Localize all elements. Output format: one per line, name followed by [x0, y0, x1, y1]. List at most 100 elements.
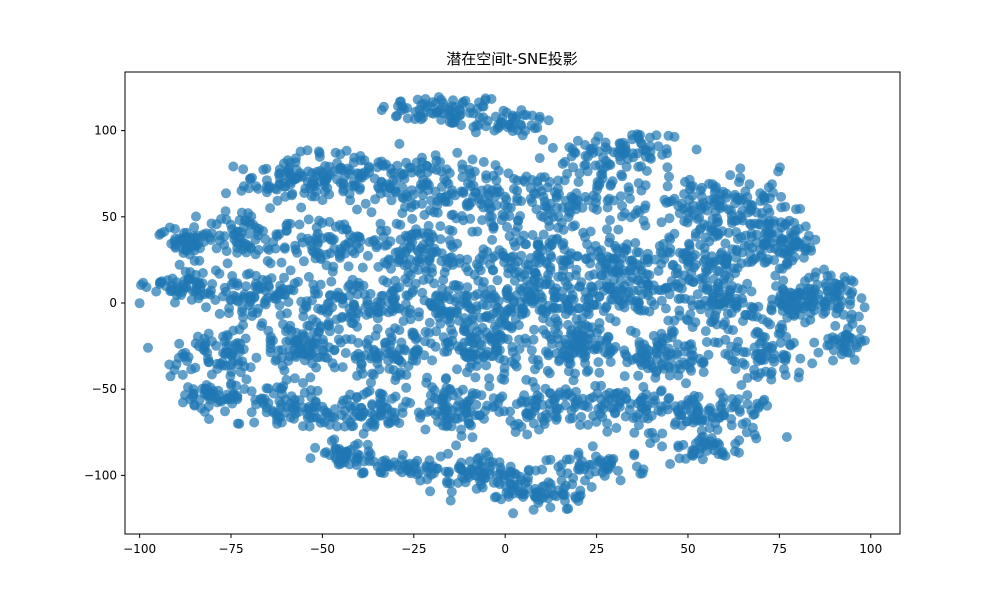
data-point — [498, 105, 509, 116]
data-point — [488, 170, 499, 181]
data-point — [424, 255, 435, 266]
data-point — [187, 241, 198, 252]
data-point — [223, 347, 234, 357]
data-point — [543, 269, 554, 280]
data-point — [173, 284, 183, 295]
data-point — [795, 353, 806, 364]
data-point — [277, 345, 288, 356]
data-point — [740, 186, 751, 197]
data-point — [659, 254, 670, 265]
data-point — [384, 363, 395, 374]
data-point — [739, 359, 750, 370]
data-point — [727, 394, 738, 404]
point-cluster — [624, 170, 791, 259]
data-point — [553, 211, 564, 222]
data-point — [239, 241, 250, 252]
data-point — [513, 320, 524, 331]
data-point — [418, 275, 429, 286]
data-point — [382, 277, 392, 288]
data-point — [516, 475, 527, 486]
data-point — [369, 414, 380, 425]
data-point — [760, 366, 771, 377]
data-point — [429, 243, 440, 254]
data-point — [545, 479, 556, 489]
data-point — [241, 374, 252, 385]
data-point — [424, 297, 435, 308]
data-point — [610, 341, 621, 352]
data-point — [376, 105, 387, 116]
x-tick-label: 75 — [772, 542, 787, 556]
data-point — [204, 357, 214, 368]
data-point — [484, 373, 495, 384]
data-point — [593, 357, 604, 368]
data-point — [307, 314, 318, 325]
data-point — [614, 138, 625, 149]
data-point — [464, 108, 475, 118]
data-point — [467, 154, 478, 165]
data-point — [343, 261, 354, 272]
data-point — [492, 183, 503, 194]
data-point — [651, 354, 662, 365]
data-point — [397, 170, 408, 180]
data-point — [663, 361, 673, 372]
data-point — [621, 351, 632, 362]
data-point — [469, 291, 480, 301]
data-point — [442, 346, 453, 357]
data-point — [695, 240, 706, 250]
data-point — [476, 479, 487, 490]
data-point — [226, 394, 237, 405]
data-point — [387, 393, 397, 404]
data-point — [211, 219, 222, 230]
data-point — [214, 230, 225, 241]
data-point — [314, 148, 325, 159]
data-point — [586, 482, 597, 492]
data-point — [286, 326, 297, 337]
data-point — [315, 279, 326, 290]
data-point — [634, 207, 645, 218]
data-point — [499, 374, 510, 385]
data-point — [388, 175, 399, 186]
data-point — [188, 389, 199, 400]
data-point — [238, 320, 249, 330]
data-point — [327, 266, 338, 277]
data-point — [446, 117, 457, 128]
data-point — [591, 300, 602, 310]
data-point — [410, 278, 421, 289]
data-point — [442, 413, 453, 424]
data-point — [221, 246, 232, 257]
y-tick-label: −50 — [92, 382, 117, 396]
data-point — [431, 463, 442, 474]
data-point — [417, 198, 427, 209]
data-point — [359, 407, 370, 418]
data-point — [203, 328, 214, 339]
data-point — [270, 243, 281, 254]
point-cluster — [134, 255, 243, 319]
data-point — [583, 195, 594, 206]
data-point — [487, 309, 498, 320]
data-point — [477, 215, 488, 226]
data-point — [556, 475, 567, 486]
data-point — [233, 355, 244, 366]
data-point — [509, 183, 519, 194]
data-point — [453, 406, 464, 417]
data-point — [210, 295, 221, 305]
data-point — [286, 190, 297, 201]
data-point — [424, 398, 435, 409]
data-point — [702, 205, 713, 216]
data-point — [711, 181, 721, 192]
data-point — [382, 460, 393, 471]
data-point — [624, 186, 635, 196]
data-point — [616, 253, 627, 264]
data-point — [594, 318, 605, 328]
data-point — [530, 294, 540, 305]
data-point — [534, 242, 545, 253]
data-point — [637, 392, 648, 403]
data-point — [339, 405, 350, 416]
data-point — [445, 495, 456, 506]
data-point — [746, 286, 757, 297]
data-point — [401, 396, 412, 407]
data-point — [590, 240, 601, 251]
data-point — [784, 287, 795, 298]
data-point — [539, 419, 550, 430]
data-point — [516, 120, 526, 131]
